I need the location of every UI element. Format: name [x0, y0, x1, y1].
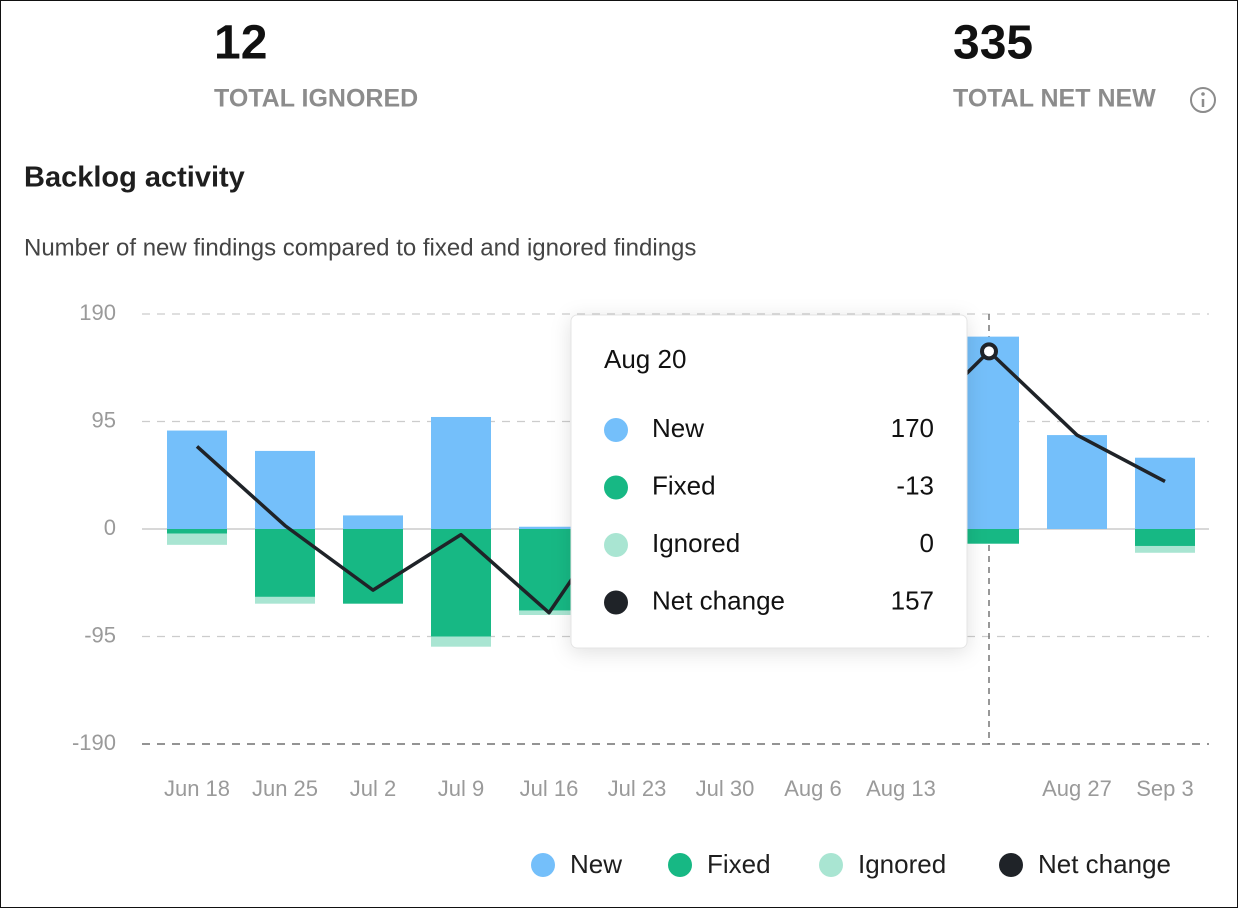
legend-label: Ignored — [858, 849, 946, 879]
tooltip-title: Aug 20 — [604, 344, 686, 374]
bar — [167, 430, 227, 529]
bar — [1047, 435, 1107, 529]
x-tick-label: Jul 2 — [350, 776, 396, 801]
kpi-label: TOTAL IGNORED — [214, 85, 418, 113]
legend-label: Net change — [1038, 849, 1171, 879]
tooltip-name: Net change — [652, 585, 785, 615]
y-tick-label: -190 — [72, 730, 116, 755]
tooltip-value: 0 — [920, 528, 934, 558]
x-tick-label: Sep 3 — [1136, 776, 1194, 801]
kpi-value: 335 — [953, 17, 1033, 70]
bar — [959, 529, 1019, 544]
tooltip-value: -13 — [896, 470, 934, 500]
legend-marker — [531, 853, 555, 877]
tooltip-dot — [604, 590, 628, 615]
tooltip-value: 157 — [891, 585, 934, 615]
tooltip-dot — [604, 475, 628, 500]
tooltip-name: Fixed — [652, 470, 716, 500]
x-tick-label: Jun 25 — [252, 776, 318, 801]
bar — [519, 529, 579, 611]
y-tick-label: 95 — [92, 407, 116, 432]
bar — [431, 529, 491, 637]
tooltip-dot — [604, 533, 628, 557]
info-icon[interactable] — [1190, 87, 1216, 113]
kpi-label: TOTAL NET NEW — [953, 85, 1156, 113]
bar — [255, 596, 315, 604]
x-tick-label: Jul 16 — [520, 776, 579, 801]
y-tick-label: -95 — [84, 622, 116, 647]
chart-subtitle: Number of new findings compared to fixed… — [24, 234, 696, 261]
tooltip: Aug 20 New 170 Fixed -13 Ignored 0 Net change 15… — [570, 314, 968, 649]
legend-marker — [999, 853, 1023, 877]
y-tick-label: 0 — [104, 515, 116, 540]
kpi-value: 12 — [214, 17, 267, 70]
tooltip-dot — [604, 418, 628, 442]
x-tick-label: Jul 30 — [696, 776, 755, 801]
bar — [959, 336, 1019, 529]
bar — [431, 636, 491, 647]
y-tick-label: 190 — [79, 300, 116, 325]
bar — [167, 533, 227, 545]
tooltip-name: Ignored — [652, 528, 740, 558]
legend-marker — [668, 853, 692, 877]
tooltip-box — [570, 314, 968, 649]
bar — [431, 416, 491, 529]
legend-label: New — [570, 849, 622, 879]
x-tick-label: Aug 6 — [784, 776, 842, 801]
bar — [167, 529, 227, 534]
legend-label: Fixed — [707, 849, 771, 879]
tooltip-value: 170 — [891, 413, 934, 443]
bar — [1135, 457, 1195, 529]
legend-marker — [819, 853, 843, 877]
chart-title: Backlog activity — [24, 162, 245, 194]
tooltip-name: New — [652, 413, 704, 443]
x-tick-label: Aug 27 — [1042, 776, 1112, 801]
x-tick-label: Jun 18 — [164, 776, 230, 801]
bar — [1135, 529, 1195, 546]
hover-point — [980, 342, 998, 361]
bar — [343, 515, 403, 529]
x-tick-label: Aug 13 — [866, 776, 936, 801]
legend: New Fixed Ignored Net change — [531, 849, 1171, 879]
bar — [343, 529, 403, 604]
bar — [1135, 545, 1195, 553]
x-tick-label: Jul 23 — [608, 776, 667, 801]
x-tick-label: Jul 9 — [438, 776, 484, 801]
bar — [519, 526, 579, 529]
bar — [255, 450, 315, 529]
